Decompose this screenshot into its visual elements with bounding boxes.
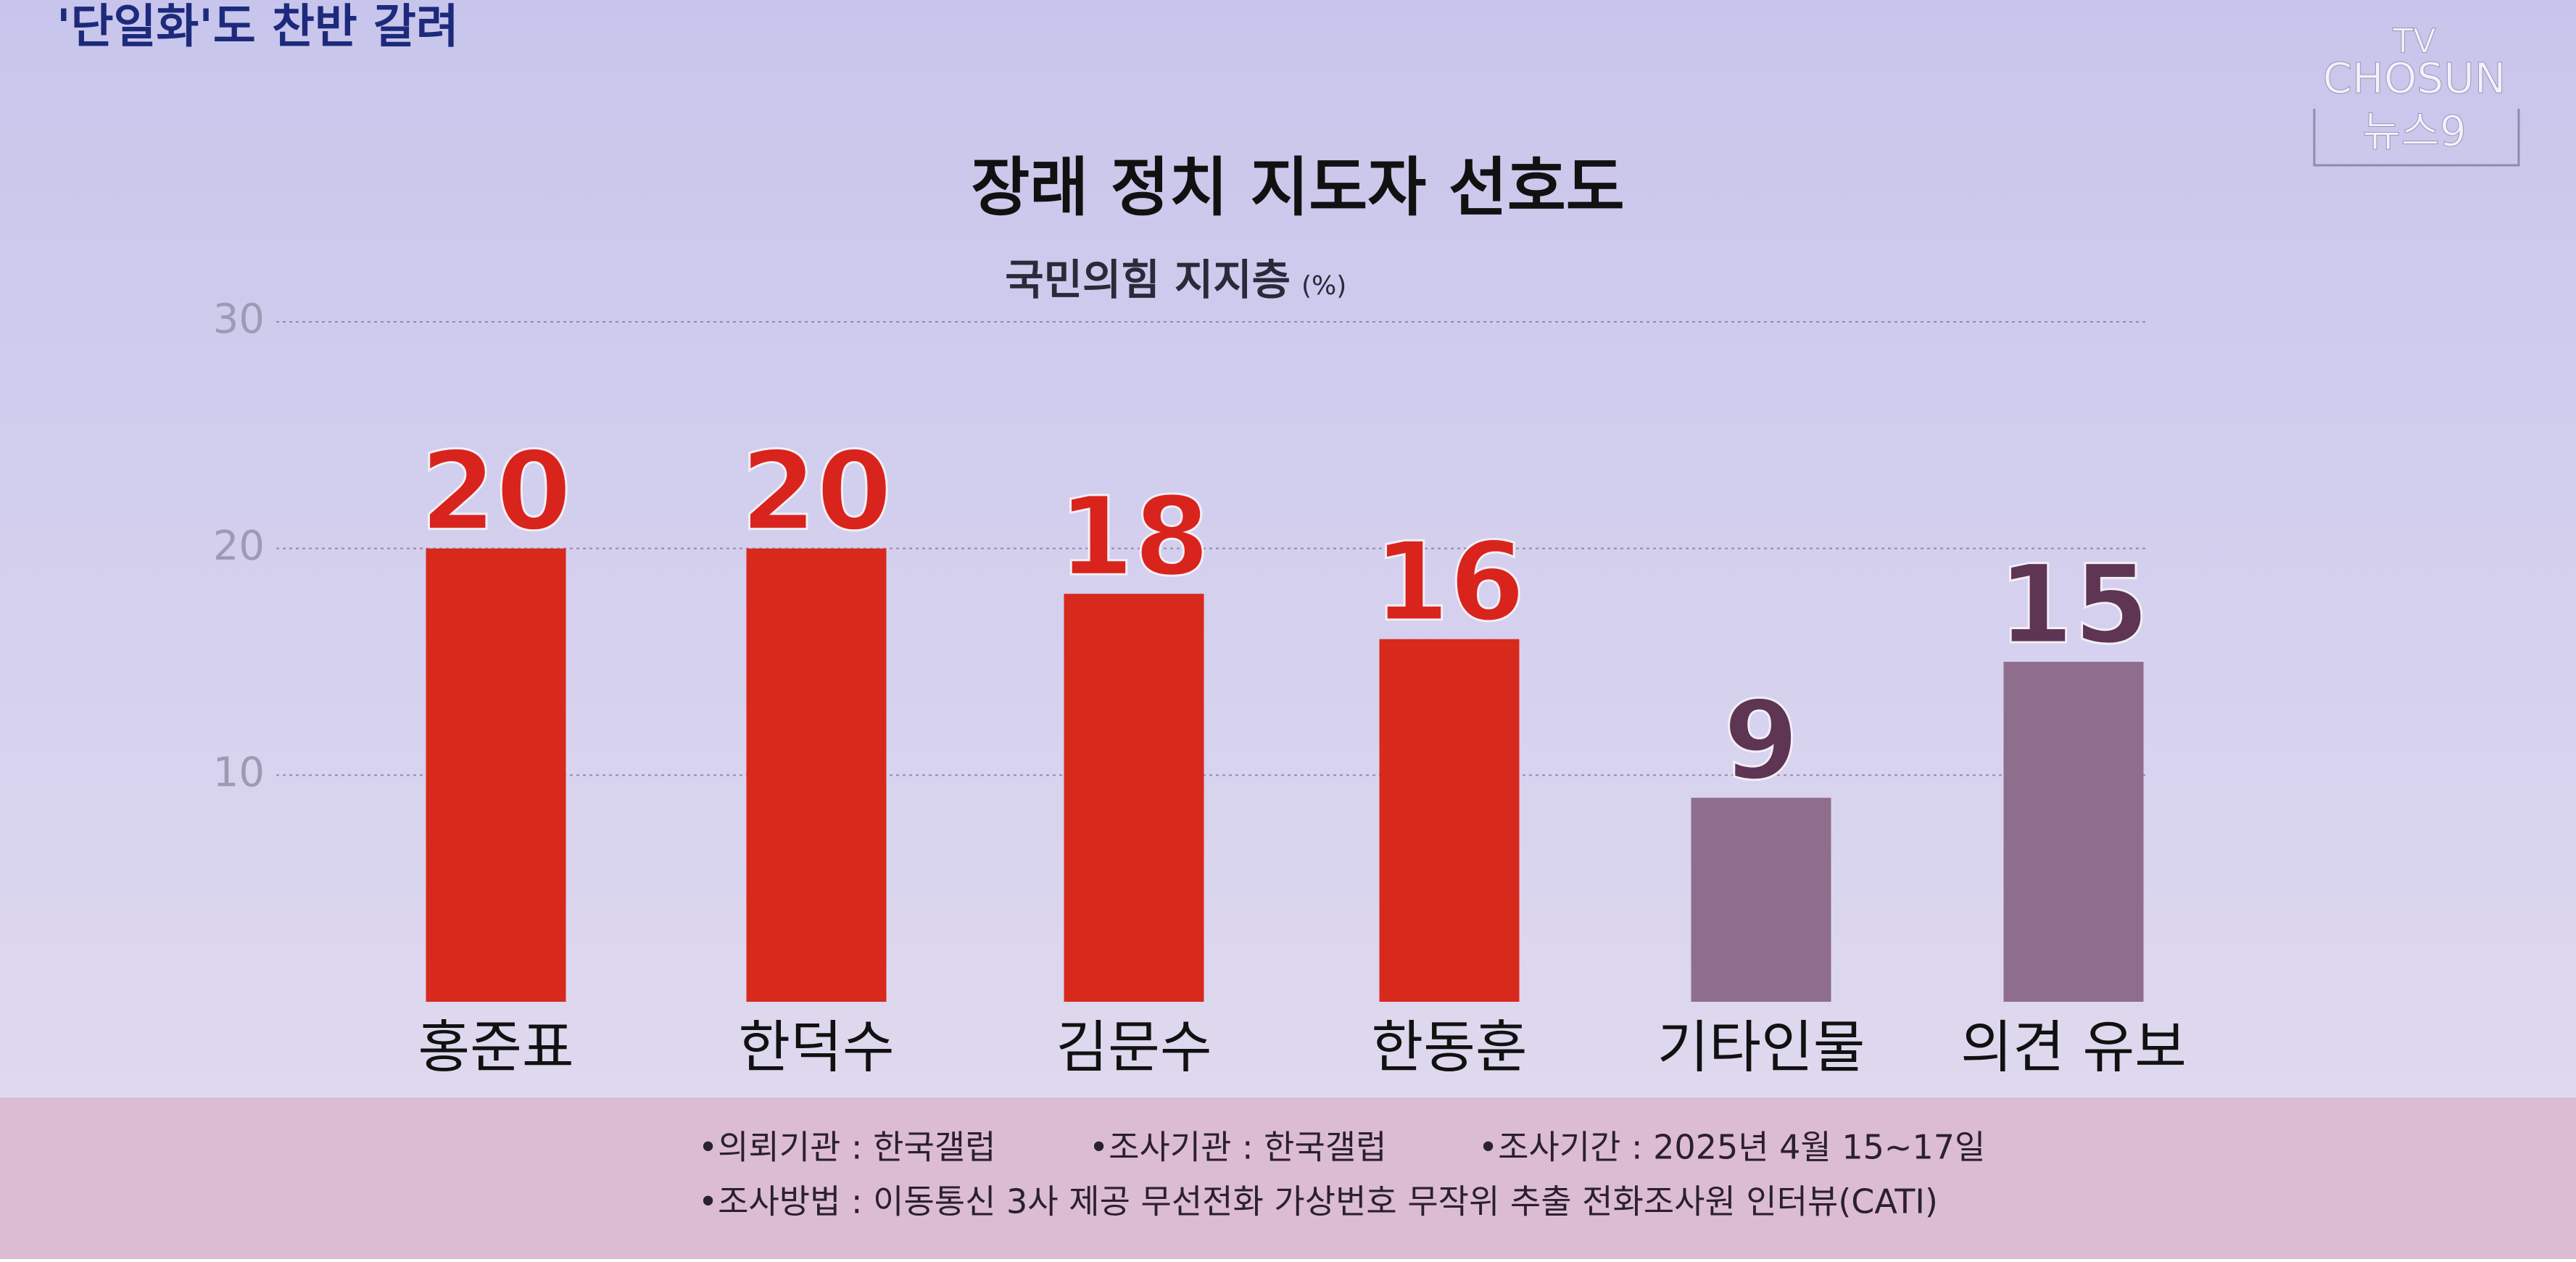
- x-tick-label: 의견 유보: [1960, 1015, 2187, 1080]
- y-tick-label: 20: [213, 523, 265, 570]
- chart-title: 장래 정치 지도자 선호도: [971, 150, 1625, 225]
- logo-frame: [2313, 109, 2520, 167]
- chart-subtitle: 국민의힘 지지층: [1005, 255, 1291, 304]
- footer-band: [0, 1097, 2576, 1259]
- bar: [1379, 639, 1520, 1002]
- value-label: 20: [421, 429, 572, 555]
- footer-note: •조사방법 : 이동통신 3사 제공 무선전화 가상번호 무작위 추출 전화조사…: [698, 1182, 1938, 1221]
- x-tick-label: 김문수: [1056, 1015, 1212, 1080]
- logo-text: TV: [2392, 22, 2436, 61]
- value-label: 15: [1998, 542, 2150, 668]
- value-label: 9: [1723, 678, 1799, 805]
- value-label: 16: [1374, 520, 1525, 646]
- y-tick-label: 10: [213, 749, 265, 796]
- footer-note: •의뢰기관 : 한국갤럽: [698, 1128, 995, 1167]
- logo-text: 뉴스9: [2362, 107, 2467, 156]
- bar: [1691, 797, 1831, 1002]
- unit-label: (%): [1301, 271, 1346, 301]
- x-tick-label: 한덕수: [738, 1015, 894, 1080]
- logo: TV CHOSUN 뉴스9: [2313, 21, 2520, 167]
- x-tick-label: 기타인물: [1657, 1015, 1865, 1080]
- value-label: 18: [1059, 474, 1210, 600]
- bar: [2003, 662, 2144, 1002]
- footer-note: •조사기관 : 한국갤럽: [1089, 1128, 1386, 1167]
- x-tick-label: 한동훈: [1371, 1015, 1527, 1080]
- bar: [426, 548, 566, 1002]
- x-tick-label: 홍준표: [418, 1015, 573, 1080]
- value-label: 20: [741, 429, 893, 555]
- logo-text: CHOSUN: [2323, 54, 2506, 103]
- header-title: '단일화'도 찬반 갈려: [57, 1, 459, 54]
- footer-note: •조사기간 : 2025년 4월 15~17일: [1478, 1128, 1985, 1167]
- y-tick-label: 30: [213, 296, 265, 343]
- bar: [746, 548, 887, 1002]
- bar: [1064, 594, 1204, 1002]
